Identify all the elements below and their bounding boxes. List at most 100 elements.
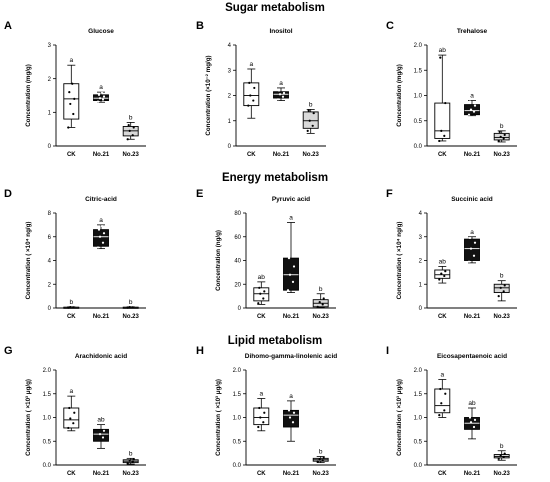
y-tick-label-a: 0 bbox=[48, 144, 52, 150]
data-point bbox=[497, 139, 500, 143]
y-tick-label-h: 1.0 bbox=[233, 416, 242, 422]
x-tick-label: No.21 bbox=[93, 152, 110, 158]
y-tick-label-b: 0 bbox=[228, 144, 232, 150]
data-point bbox=[468, 416, 472, 419]
data-point bbox=[259, 416, 262, 419]
y-axis-label-c: Concentration (mg/g) bbox=[396, 64, 403, 127]
data-point bbox=[439, 387, 442, 391]
data-point bbox=[503, 452, 506, 455]
data-point bbox=[128, 305, 131, 309]
y-tick-label-a: 1 bbox=[48, 111, 52, 117]
data-point bbox=[443, 409, 446, 412]
significance-letter: a bbox=[69, 388, 73, 395]
data-point bbox=[318, 300, 321, 304]
y-axis-label-e: Concentration (ng/g) bbox=[215, 230, 222, 291]
y-axis-label-b: Concentration (×10⁻² mg/g) bbox=[205, 55, 212, 135]
box-ck bbox=[434, 269, 451, 279]
significance-letter: a bbox=[289, 215, 293, 222]
box-no21 bbox=[273, 91, 289, 99]
box-no21 bbox=[464, 238, 480, 261]
data-point bbox=[263, 411, 266, 414]
data-point bbox=[443, 134, 446, 137]
box-no21 bbox=[93, 94, 109, 102]
significance-letter: a bbox=[249, 61, 253, 68]
data-point bbox=[291, 280, 295, 283]
box-ck bbox=[63, 83, 80, 120]
x-tick-label: No.23 bbox=[123, 314, 140, 320]
data-point bbox=[69, 417, 72, 420]
y-tick-label-c: 0.0 bbox=[414, 144, 423, 150]
y-tick-label-f: 2 bbox=[419, 259, 423, 265]
significance-letter: b bbox=[309, 101, 313, 108]
section-title-lipid: Lipid metabolism bbox=[227, 335, 323, 347]
panel-label-c: C bbox=[386, 20, 394, 32]
significance-letter: b bbox=[129, 299, 133, 306]
data-point bbox=[473, 104, 477, 107]
y-tick-label-c: 1.5 bbox=[414, 68, 423, 74]
data-point bbox=[97, 425, 101, 429]
y-tick-label-b: 3 bbox=[228, 68, 232, 74]
y-tick-label-b: 1 bbox=[228, 119, 232, 125]
significance-letter: a bbox=[69, 57, 73, 64]
x-tick-label: CK bbox=[257, 471, 266, 477]
y-tick-label-b: 2 bbox=[228, 94, 232, 100]
data-point bbox=[497, 457, 500, 460]
data-point bbox=[438, 139, 441, 143]
significance-letter: a bbox=[440, 372, 444, 379]
data-point bbox=[67, 306, 70, 309]
data-point bbox=[503, 284, 506, 287]
y-tick-label-e: 0 bbox=[238, 306, 242, 312]
data-point bbox=[497, 295, 500, 298]
y-tick-label-i: 1.0 bbox=[414, 416, 423, 422]
data-point bbox=[467, 260, 471, 263]
data-point bbox=[306, 129, 309, 132]
data-point bbox=[444, 392, 447, 395]
y-tick-label-g: 2.0 bbox=[43, 368, 52, 374]
x-tick-label: No.23 bbox=[313, 471, 330, 477]
data-point bbox=[321, 303, 324, 306]
data-point bbox=[468, 236, 472, 240]
data-point bbox=[286, 289, 290, 292]
data-point bbox=[322, 297, 325, 300]
y-tick-label-g: 1.0 bbox=[43, 416, 52, 422]
data-point bbox=[322, 456, 325, 459]
data-point bbox=[440, 402, 443, 405]
box-ck bbox=[434, 388, 451, 414]
box-no21 bbox=[283, 257, 299, 291]
x-tick-label: No.21 bbox=[283, 471, 300, 477]
box-ck bbox=[253, 407, 270, 426]
significance-letter: a bbox=[279, 80, 283, 87]
data-point bbox=[73, 411, 76, 414]
y-tick-label-g: 0.0 bbox=[43, 463, 52, 469]
y-tick-label-f: 4 bbox=[419, 211, 423, 217]
data-point bbox=[73, 97, 76, 100]
data-point bbox=[262, 421, 265, 424]
data-point bbox=[316, 460, 319, 463]
panel-title-c: Trehalose bbox=[457, 28, 488, 35]
significance-letter: b bbox=[69, 299, 73, 306]
data-point bbox=[318, 458, 321, 461]
box-no21 bbox=[93, 229, 109, 247]
data-point bbox=[96, 246, 100, 249]
y-axis-label-i: Concentration ( ×10³ μg/g) bbox=[396, 379, 403, 456]
data-point bbox=[439, 56, 442, 59]
y-tick-label-c: 1.0 bbox=[414, 94, 423, 100]
data-point bbox=[277, 89, 281, 92]
panel-label-a: A bbox=[4, 20, 12, 32]
data-point bbox=[286, 428, 290, 431]
significance-letter: b bbox=[319, 448, 323, 455]
panel-title-f: Succinic acid bbox=[451, 196, 493, 203]
y-tick-label-d: 6 bbox=[48, 235, 52, 241]
x-tick-label: No.21 bbox=[93, 471, 110, 477]
data-point bbox=[443, 274, 446, 278]
data-point bbox=[499, 454, 502, 457]
box-ck bbox=[434, 102, 451, 139]
section-title-sugar: Sugar metabolism bbox=[225, 2, 325, 14]
section-title-energy: Energy metabolism bbox=[221, 172, 329, 184]
data-point bbox=[473, 241, 477, 244]
significance-letter: a bbox=[259, 391, 263, 398]
data-point bbox=[126, 462, 129, 465]
significance-letter: b bbox=[500, 443, 504, 450]
data-point bbox=[469, 108, 473, 111]
data-point bbox=[292, 265, 296, 268]
